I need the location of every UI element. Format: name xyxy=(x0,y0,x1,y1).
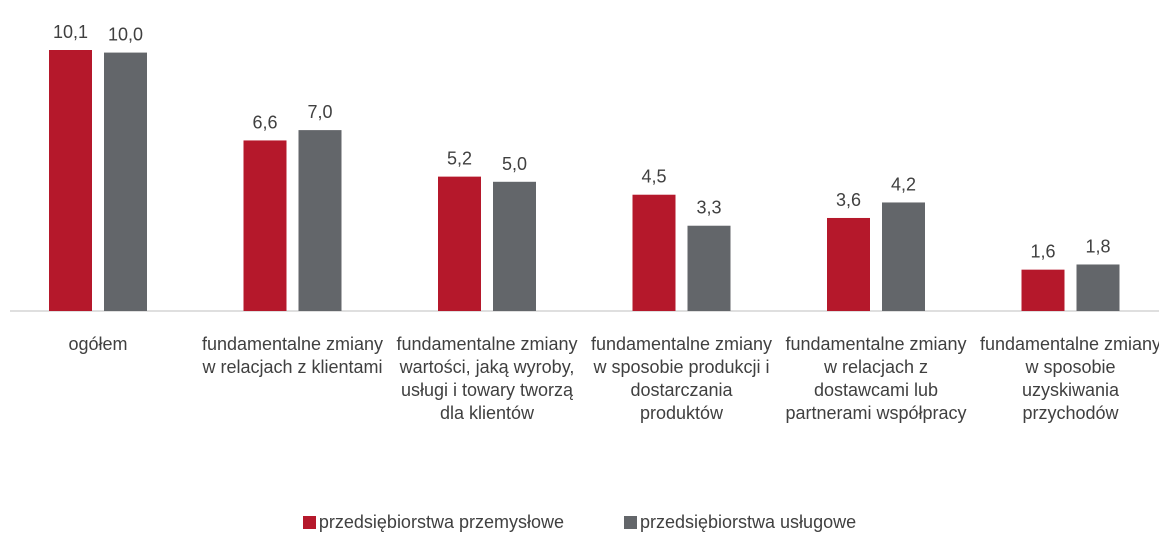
value-label: 1,8 xyxy=(1085,236,1110,256)
x-tick-label: fundamentalne zmiany wartości, jaką wyro… xyxy=(396,334,578,423)
bar xyxy=(493,181,536,311)
bar xyxy=(298,130,342,311)
value-label: 4,5 xyxy=(641,167,666,187)
bar xyxy=(632,194,676,311)
value-label: 5,0 xyxy=(502,154,527,174)
bar xyxy=(1021,269,1065,311)
legend: przedsiębiorstwa przemysłowe przedsiębior… xyxy=(0,512,1159,533)
bar xyxy=(104,52,147,311)
value-label: 3,3 xyxy=(696,198,721,218)
value-label: 6,6 xyxy=(252,112,277,132)
value-label: 1,6 xyxy=(1030,242,1055,262)
bar xyxy=(882,202,925,311)
bar xyxy=(1076,264,1120,311)
value-label: 4,2 xyxy=(891,174,916,194)
value-label: 7,0 xyxy=(307,102,332,122)
legend-swatch xyxy=(623,516,637,529)
x-tick-label: fundamentalne zmiany w relacjach z klien… xyxy=(201,334,384,377)
legend-item: przedsiębiorstwa usługowe xyxy=(623,512,857,533)
bar xyxy=(687,225,731,311)
value-label: 5,2 xyxy=(447,149,472,169)
x-tick-label: ogółem xyxy=(68,334,128,354)
x-tick-label: fundamentalne zmiany w sposobie uzyskiwa… xyxy=(979,334,1159,423)
legend-label: przedsiębiorstwa usługowe xyxy=(639,512,857,532)
x-tick-label: fundamentalne zmiany w relacjach z dosta… xyxy=(785,334,967,423)
legend-item: przedsiębiorstwa przemysłowe xyxy=(302,512,564,533)
value-label: 10,1 xyxy=(53,22,88,42)
legend-label: przedsiębiorstwa przemysłowe xyxy=(318,512,564,532)
legend-swatch xyxy=(302,516,316,529)
value-label: 10,0 xyxy=(108,25,143,45)
bar xyxy=(438,176,481,311)
value-label: 3,6 xyxy=(836,190,861,210)
x-tick-label: fundamentalne zmiany w sposobie produkcj… xyxy=(590,334,773,423)
bar xyxy=(827,217,870,311)
bar xyxy=(243,140,287,311)
bar xyxy=(49,50,92,311)
